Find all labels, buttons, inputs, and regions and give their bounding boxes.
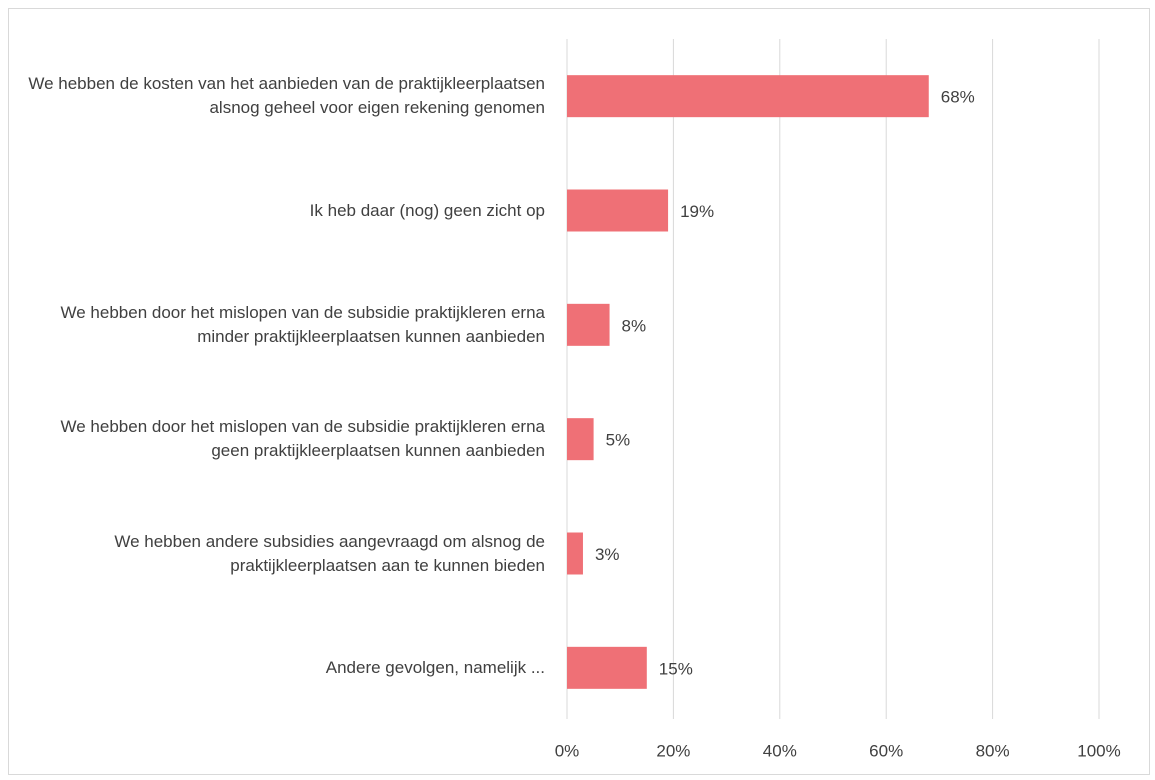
y-tick-label: We hebben de kosten van het aanbieden va…: [28, 74, 545, 118]
x-tick-label: 100%: [1077, 741, 1120, 760]
y-tick-label: We hebben door het mislopen van de subsi…: [60, 417, 545, 461]
x-tick-label: 80%: [976, 741, 1010, 760]
x-tick-label: 20%: [656, 741, 690, 760]
bar: [567, 189, 669, 232]
bar: [567, 646, 647, 689]
x-tick-label: 60%: [869, 741, 903, 760]
data-label: 15%: [659, 659, 693, 678]
data-label: 3%: [595, 545, 620, 564]
x-tick-label: 0%: [555, 741, 580, 760]
y-tick-label: Ik heb daar (nog) geen zicht op: [309, 200, 545, 220]
bar: [567, 75, 929, 118]
chart-frame: [8, 8, 1150, 775]
data-label: 8%: [622, 316, 647, 335]
data-label: 68%: [941, 88, 975, 107]
data-label: 19%: [680, 202, 714, 221]
y-tick-label: Andere gevolgen, namelijk ...: [325, 657, 545, 677]
x-tick-label: 40%: [763, 741, 797, 760]
y-tick-label: We hebben door het mislopen van de subsi…: [60, 302, 545, 346]
data-label: 5%: [606, 431, 631, 450]
bar: [567, 418, 594, 461]
bar: [567, 303, 610, 346]
y-tick-label: We hebben andere subsidies aangevraagd o…: [114, 531, 545, 575]
bar: [567, 532, 583, 575]
